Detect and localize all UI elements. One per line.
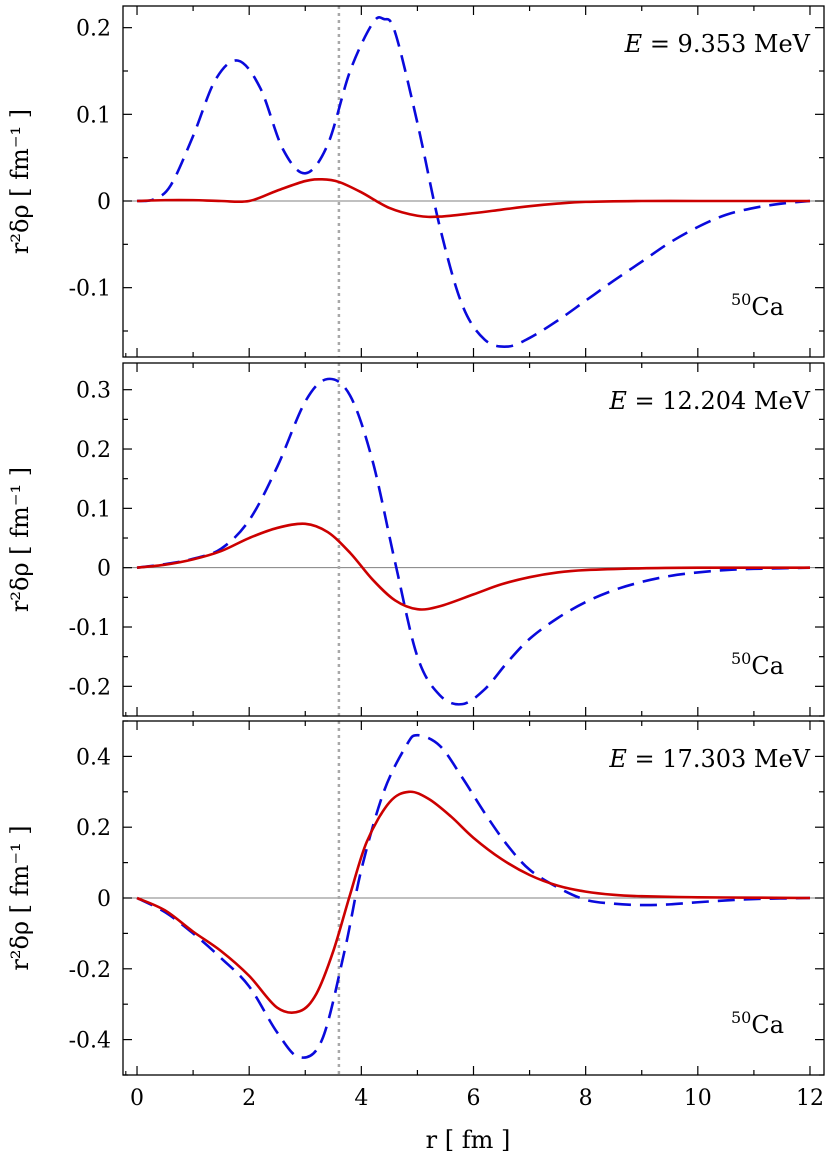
y-tick-label: 0 xyxy=(97,190,111,215)
y-tick-label: 0 xyxy=(97,887,111,912)
y-axis-title: r²δρ [ fm⁻¹ ] xyxy=(6,109,34,254)
nucleus-mass-number: 50 xyxy=(731,1008,751,1027)
energy-value: = 17.303 MeV xyxy=(627,745,811,773)
series-line-solid-red xyxy=(136,522,810,611)
y-tick-label: 0.3 xyxy=(76,379,111,404)
energy-symbol: E xyxy=(608,745,627,773)
series-line-dashed-blue xyxy=(136,377,811,706)
nucleus-symbol: Ca xyxy=(751,652,784,680)
series-line-solid-red xyxy=(136,790,810,1015)
y-axis-title: r²δρ [ fm⁻¹ ] xyxy=(6,467,34,612)
y-tick-label: 0.2 xyxy=(76,816,111,841)
series-group xyxy=(136,733,811,1059)
x-tick-label: 2 xyxy=(242,1086,256,1111)
y-tick-label: 0.1 xyxy=(76,497,111,522)
y-tick-label: -0.2 xyxy=(69,958,111,983)
energy-value: = 9.353 MeV xyxy=(642,30,810,58)
energy-symbol: E xyxy=(608,387,627,415)
plot-frame xyxy=(122,362,825,717)
y-tick-label: 0.1 xyxy=(76,103,111,128)
x-tick-label: 12 xyxy=(796,1086,824,1111)
x-tick-label: 6 xyxy=(467,1086,481,1111)
y-tick-label: 0.2 xyxy=(76,17,111,42)
y-tick-label: 0.4 xyxy=(76,745,111,770)
nucleus-label: 50Ca xyxy=(731,1008,784,1039)
x-axis-title: r [ fm ] xyxy=(426,1126,511,1154)
energy-value: = 12.204 MeV xyxy=(627,387,811,415)
energy-label: E = 9.353 MeV xyxy=(624,30,811,58)
plot-frame xyxy=(122,5,825,358)
x-tick-label: 10 xyxy=(684,1086,712,1111)
y-axis-title: r²δρ [ fm⁻¹ ] xyxy=(6,825,34,970)
nucleus-mass-number: 50 xyxy=(731,649,751,668)
y-tick-label: -0.1 xyxy=(69,616,111,641)
series-group xyxy=(136,377,811,706)
nucleus-label: 50Ca xyxy=(731,290,784,321)
nucleus-symbol: Ca xyxy=(751,1011,784,1039)
series-line-dashed-blue xyxy=(136,733,811,1059)
x-tick-label: 0 xyxy=(130,1086,144,1111)
x-tick-label: 8 xyxy=(579,1086,593,1111)
panel-middle: -0.2 -0.1 0 0.1 0.2 0.3 r²δρ [ fm⁻¹ ] E = 12.20… xyxy=(6,362,825,717)
energy-label: E = 12.204 MeV xyxy=(608,387,810,415)
y-tick-label: 0 xyxy=(97,557,111,582)
panel-bottom: -0.4 -0.2 0 0.2 0.4 r²δρ [ fm⁻¹ ] E = 17.303 M… xyxy=(6,720,825,1111)
energy-label: E = 17.303 MeV xyxy=(608,745,810,773)
nucleus-mass-number: 50 xyxy=(731,290,751,309)
energy-symbol: E xyxy=(624,30,643,58)
y-tick-label: -0.2 xyxy=(69,675,111,700)
nucleus-symbol: Ca xyxy=(751,293,784,321)
y-tick-label: 0.2 xyxy=(76,438,111,463)
y-tick-label: -0.1 xyxy=(69,277,111,302)
series-group xyxy=(136,16,811,348)
nucleus-label: 50Ca xyxy=(731,649,784,680)
y-tick-label: -0.4 xyxy=(69,1029,111,1054)
series-line-solid-red xyxy=(136,177,810,219)
series-line-dashed-blue xyxy=(136,16,811,348)
panel-top: -0.1 0 0.1 0.2 r²δρ [ fm⁻¹ ] E = 9.353 MeV 50C… xyxy=(6,5,825,358)
x-tick-label: 4 xyxy=(354,1086,368,1111)
